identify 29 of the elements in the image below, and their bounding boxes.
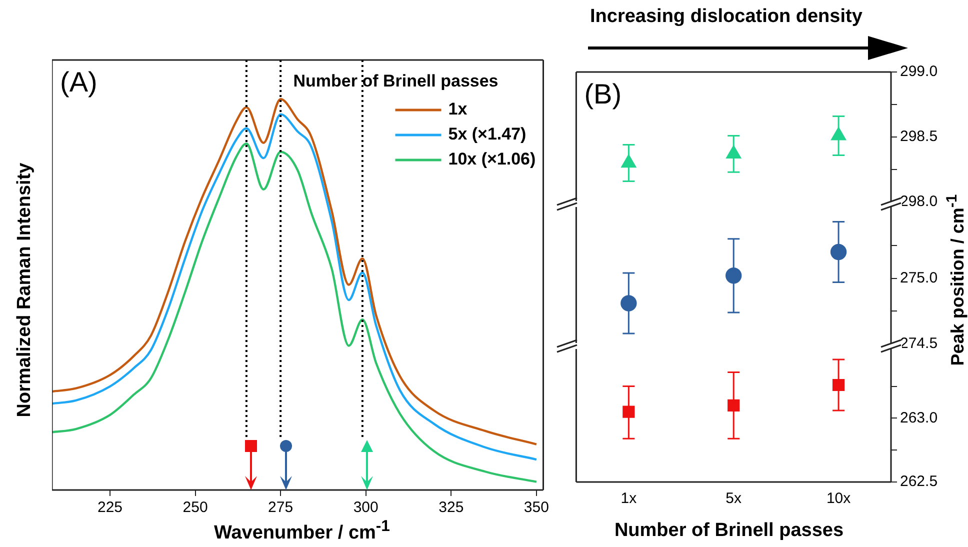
point — [831, 128, 846, 140]
y-axis-title: Normalized Raman Intensity — [14, 162, 36, 418]
chart-title: Increasing dislocation density — [590, 6, 862, 28]
x-tick-label: 5x — [726, 490, 742, 508]
y-tick-label: 298.5 — [900, 128, 938, 146]
x-tick-label: 225 — [97, 499, 123, 516]
legend-label: 1x — [448, 100, 468, 119]
x-axis-title: Wavenumber / cm$^{-1}$ — [213, 518, 391, 544]
x-axis-title: Number of Brinell passes — [613, 520, 845, 542]
x-tick-label: 10x — [826, 490, 852, 508]
x-tick-label: 1x — [620, 490, 638, 508]
point — [620, 295, 637, 312]
annotation: (B) — [584, 78, 622, 110]
x-tick-label: 350 — [524, 499, 549, 516]
x-tick-label: 250 — [182, 499, 208, 516]
text: (A) — [60, 66, 98, 98]
x-tick-label: 275 — [268, 499, 294, 516]
x-tick-label: 300 — [353, 499, 378, 516]
legend-title: Number of Brinell passes — [293, 72, 498, 91]
y-tick-label: 263.0 — [900, 409, 938, 426]
legend-label: 5x (×1.47) — [448, 124, 526, 144]
x-tick-label: 325 — [438, 499, 464, 516]
y-tick-label: 275.0 — [900, 269, 938, 286]
legend-label: 10x (×1.06) — [448, 150, 536, 169]
y-tick-label: 274.5 — [900, 335, 938, 352]
y-tick-label: 262.5 — [900, 473, 938, 490]
y-tick-label: 298.0 — [900, 193, 938, 210]
point — [726, 268, 742, 284]
y-tick-label: 299.0 — [900, 63, 938, 80]
